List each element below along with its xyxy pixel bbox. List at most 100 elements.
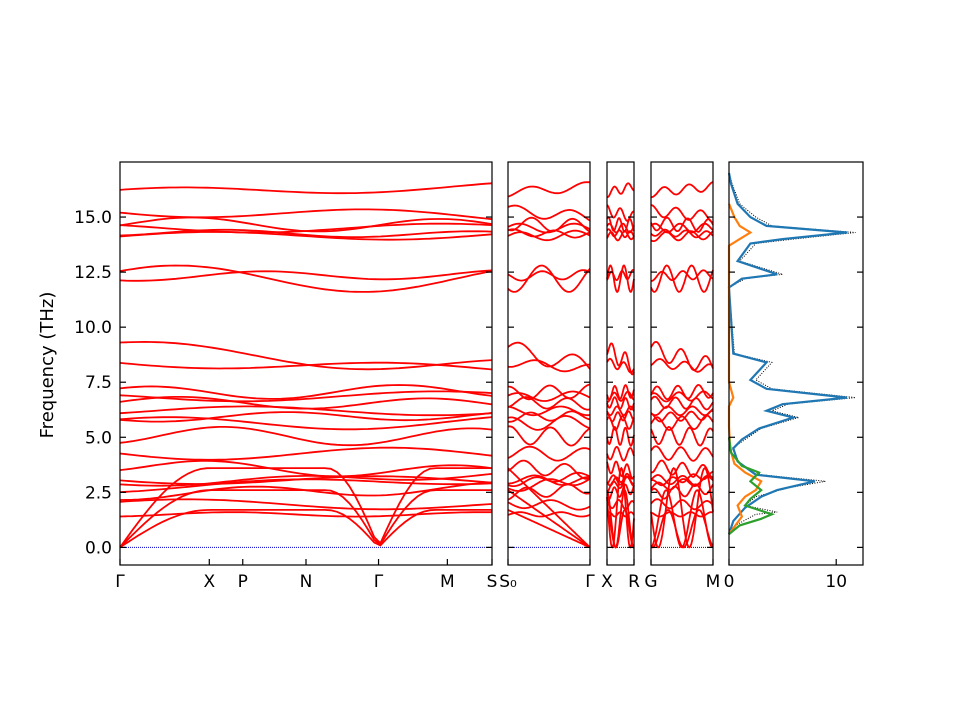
phonon-band-9 [119, 475, 493, 485]
phonon-band-9 [606, 474, 634, 487]
phonon-band-16 [507, 396, 591, 411]
x-tick-label: M [706, 572, 721, 592]
band-panel-2: S₀ Γ [499, 161, 595, 592]
phonon-band-28 [650, 181, 714, 199]
panel-frame [119, 161, 493, 566]
x-tick-label: Γ [115, 572, 125, 592]
phonon-band-15 [507, 405, 591, 417]
phonon-band-6 [606, 483, 635, 501]
phonon-band-28 [507, 181, 591, 198]
dos-series-green [727, 437, 776, 536]
x-tick-label: X [203, 572, 215, 592]
phonon-band-21 [650, 264, 714, 293]
phonon-band-20 [119, 340, 493, 371]
phonon-band-26 [650, 216, 714, 233]
phonon-band-18 [606, 384, 635, 401]
phonon-band-7 [507, 477, 591, 492]
y-tick-label: 7.5 [85, 373, 112, 393]
phonon-band-2 [650, 509, 714, 549]
phonon-band-22 [650, 269, 714, 282]
phonon-band-14 [650, 409, 714, 423]
phonon-band-11 [650, 445, 714, 462]
panel-frame [650, 161, 714, 566]
phonon-band-16 [650, 395, 714, 411]
y-tick-label: 5.0 [85, 428, 112, 448]
x-tick-label: X [601, 572, 613, 592]
phonon-band-18 [650, 383, 714, 401]
x-tick-label: S₀ [499, 572, 517, 592]
phonon-band-15 [650, 405, 714, 417]
dos-x-tick-label: 10 [825, 572, 847, 592]
phonon-band-6 [507, 483, 591, 501]
phonon-band-3 [650, 466, 714, 549]
y-tick-label: 10.0 [74, 318, 112, 338]
phonon-band-11 [507, 445, 591, 462]
phonon-band-11 [606, 446, 635, 462]
panels: Γ X P N Γ M S S₀ Γ X R G M0.02.55.07.510.012.515.00 1… [74, 161, 864, 592]
phonon-band-21 [507, 264, 591, 293]
phonon-band-12 [606, 425, 635, 447]
x-tick-label: G [644, 572, 657, 592]
phonon-band-8 [606, 472, 635, 487]
x-tick-label: Γ [374, 572, 384, 592]
phonon-band-17 [119, 390, 493, 403]
phonon-band-1 [507, 489, 591, 549]
phonon-band-19 [119, 361, 493, 371]
y-tick-label: 0.0 [85, 538, 112, 558]
dos-frame [728, 161, 864, 566]
phonon-band-10 [606, 460, 635, 480]
y-tick-label: 12.5 [74, 263, 112, 283]
phonon-band-6 [119, 481, 493, 501]
phonon-band-27 [650, 204, 714, 224]
phonon-band-21 [119, 264, 493, 293]
phonon-band-12 [507, 425, 591, 447]
phonon-band-19 [507, 359, 590, 373]
panel-frame [507, 161, 591, 566]
phonon-band-4 [507, 511, 591, 518]
phonon-band-13 [119, 416, 493, 431]
phonon-band-3 [507, 467, 591, 549]
phonon-band-14 [119, 411, 493, 423]
phonon-band-5 [650, 498, 714, 511]
phonon-band-20 [507, 341, 591, 370]
dos-panel: 0 10 [724, 161, 864, 592]
y-tick-label: 15.0 [74, 208, 112, 228]
phonon-band-12 [650, 425, 714, 447]
phonon-band-27 [119, 208, 493, 221]
phonon-band-12 [119, 426, 493, 447]
phonon-band-4 [119, 511, 492, 518]
phonon-band-5 [507, 499, 591, 511]
phonon-band-10 [507, 459, 591, 480]
phonon-band-6 [650, 483, 714, 500]
phonon-band-3 [606, 466, 635, 549]
phonon-band-1 [606, 488, 635, 549]
phonon-band-23 [119, 230, 493, 241]
phonon-band-2 [507, 509, 591, 549]
phonon-band-18 [508, 383, 591, 401]
y-tick-label: 2.5 [85, 483, 112, 503]
phonon-band-24 [119, 228, 493, 238]
phonon-band-2 [606, 509, 635, 549]
phonon-band-19 [606, 357, 635, 374]
phonon-band-5 [119, 498, 493, 511]
dos-series-orange [727, 203, 763, 535]
phonon-band-4 [650, 511, 714, 518]
phonon-band-27 [606, 204, 635, 222]
phonon-band-8 [119, 473, 493, 487]
x-tick-label: R [628, 572, 640, 592]
x-tick-label: N [300, 572, 313, 592]
phonon-band-18 [119, 384, 493, 400]
phonon-band-13 [650, 414, 714, 431]
phonon-band-23 [650, 230, 714, 242]
phonon-band-20 [606, 342, 635, 376]
phonon-band-11 [119, 446, 493, 461]
phonon-band-13 [507, 414, 591, 431]
phonon-band-16 [606, 396, 635, 411]
phonon-band-22 [119, 269, 493, 282]
phonon-band-4 [606, 511, 635, 518]
phonon-band-24 [650, 228, 714, 239]
